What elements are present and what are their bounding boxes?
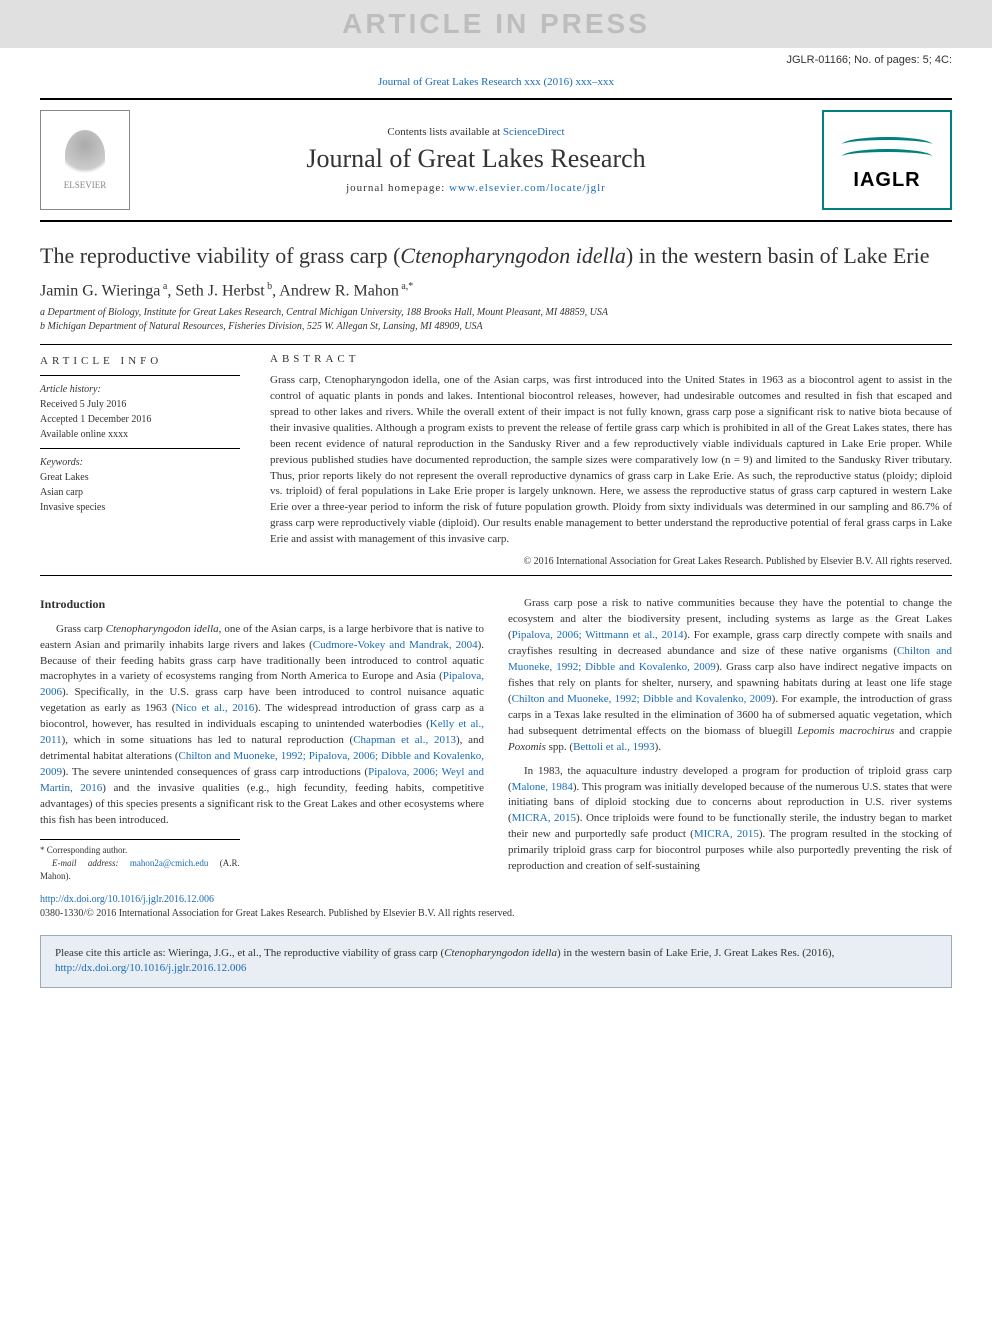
article-title: The reproductive viability of grass carp… [40,242,952,271]
journal-ref-link[interactable]: Journal of Great Lakes Research xxx (201… [378,76,614,88]
elsevier-logo: ELSEVIER [40,110,130,210]
ref-link[interactable]: Bettoli et al., 1993 [573,741,655,753]
press-banner: ARTICLE IN PRESS [0,0,992,48]
article-info: ARTICLE INFO Article history: Received 5… [40,353,240,567]
author-2: Seth J. Herbst [175,282,264,299]
affiliations: a Department of Biology, Institute for G… [40,306,952,334]
ref-link[interactable]: Nico et al., 2016 [175,702,254,714]
body-columns: Introduction Grass carp Ctenopharyngodon… [40,596,952,883]
keyword-2: Asian carp [40,485,240,500]
title-pre: The reproductive viability of grass carp… [40,243,400,268]
title-species: Ctenopharyngodon idella [400,243,625,268]
keyword-3: Invasive species [40,500,240,515]
journal-header: ELSEVIER Contents lists available at Sci… [40,98,952,222]
affiliation-a: a Department of Biology, Institute for G… [40,306,952,320]
abstract-heading: ABSTRACT [270,353,952,365]
abstract-column: ABSTRACT Grass carp, Ctenopharyngodon id… [270,353,952,567]
citation-text-b: ) in the western basin of Lake Erie, J. … [557,947,834,959]
citation-text-a: Please cite this article as: Wieringa, J… [55,947,444,959]
ref-link[interactable]: MICRA, 2015 [694,828,759,840]
abstract-copyright: © 2016 International Association for Gre… [270,556,952,567]
divider [40,575,952,576]
info-abstract-row: ARTICLE INFO Article history: Received 5… [40,353,952,567]
accepted-date: Accepted 1 December 2016 [40,412,240,427]
affiliation-b: b Michigan Department of Natural Resourc… [40,320,952,334]
author-1: Jamin G. Wieringa [40,282,160,299]
doi-link[interactable]: http://dx.doi.org/10.1016/j.jglr.2016.12… [40,894,214,905]
elsevier-label: ELSEVIER [64,180,107,190]
ref-link[interactable]: Malone, 1984 [512,781,573,793]
ref-link[interactable]: Cudmore-Vokey and Mandrak, 2004 [313,639,478,651]
document-ref: JGLR-01166; No. of pages: 5; 4C: [0,48,992,72]
citation-doi-link[interactable]: http://dx.doi.org/10.1016/j.jglr.2016.12… [55,962,246,974]
footer-block: http://dx.doi.org/10.1016/j.jglr.2016.12… [40,893,952,921]
iaglr-logo: IAGLR [822,110,952,210]
homepage-line: journal homepage: www.elsevier.com/locat… [130,182,822,194]
ref-link[interactable]: Chilton and Muoneke, 1992; Dibble and Ko… [512,693,772,705]
contents-line: Contents lists available at ScienceDirec… [130,126,822,138]
email-label: E-mail address: [52,858,130,868]
journal-title: Journal of Great Lakes Research [130,144,822,174]
title-post: ) in the western basin of Lake Erie [626,243,930,268]
keywords-label: Keywords: [40,455,240,470]
sciencedirect-link[interactable]: ScienceDirect [503,126,565,138]
abstract-text: Grass carp, Ctenopharyngodon idella, one… [270,373,952,548]
intro-p2: Grass carp pose a risk to native communi… [508,596,952,755]
intro-heading: Introduction [40,596,484,613]
online-date: Available online xxxx [40,427,240,442]
keyword-1: Great Lakes [40,470,240,485]
iaglr-waves-icon [842,129,932,169]
author-3-sup: a,* [399,281,413,292]
citation-box: Please cite this article as: Wieringa, J… [40,935,952,988]
journal-center: Contents lists available at ScienceDirec… [130,126,822,194]
ref-link[interactable]: Pipalova, 2006; Wittmann et al., 2014 [512,629,684,641]
intro-p1: Grass carp Ctenopharyngodon idella, one … [40,622,484,829]
contents-prefix: Contents lists available at [387,126,502,138]
email-link[interactable]: mahon2a@cmich.edu [130,858,209,868]
divider [40,344,952,345]
journal-ref-line: Journal of Great Lakes Research xxx (201… [0,72,992,98]
corresponding-author: * Corresponding author. E-mail address: … [40,839,240,883]
iaglr-label: IAGLR [853,169,920,192]
corr-star: * Corresponding author. [40,844,240,857]
homepage-link[interactable]: www.elsevier.com/locate/jglr [449,182,606,194]
citation-species: Ctenopharyngodon idella [444,947,557,959]
info-divider [40,375,240,376]
author-list: Jamin G. Wieringa a, Seth J. Herbst b, A… [40,281,952,300]
ref-link[interactable]: MICRA, 2015 [512,812,576,824]
history-label: Article history: [40,382,240,397]
info-divider [40,448,240,449]
author-3: Andrew R. Mahon [279,282,399,299]
received-date: Received 5 July 2016 [40,397,240,412]
intro-p3: In 1983, the aquaculture industry develo… [508,764,952,876]
issn-line: 0380-1330/© 2016 International Associati… [40,908,515,919]
author-1-sup: a [160,281,167,292]
author-2-sup: b [265,281,273,292]
elsevier-tree-icon [65,130,105,180]
homepage-prefix: journal homepage: [346,182,449,194]
ref-link[interactable]: Chapman et al., 2013 [353,734,456,746]
info-heading: ARTICLE INFO [40,353,240,370]
